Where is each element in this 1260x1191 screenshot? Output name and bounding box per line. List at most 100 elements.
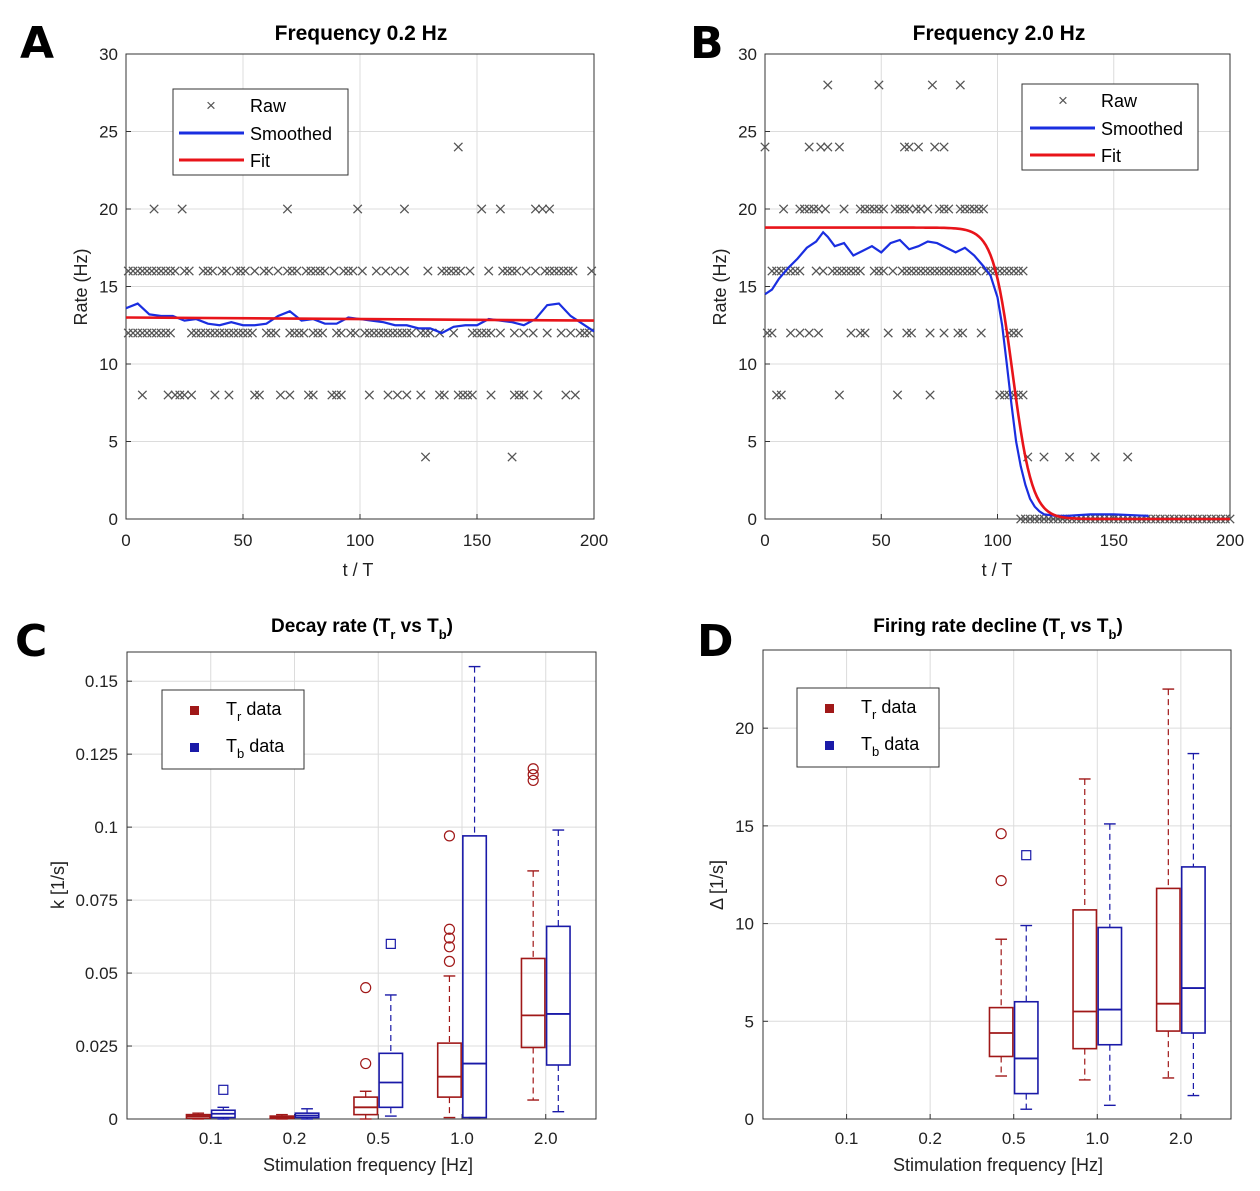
raw-point: [904, 142, 914, 152]
raw-point: [579, 328, 590, 338]
box-tb: [294, 1108, 320, 1120]
panel-b-xlabel: t / T: [982, 560, 1013, 580]
raw-point: [1090, 452, 1100, 462]
raw-point: [331, 328, 342, 338]
legend-tb-marker: [190, 743, 199, 752]
raw-point: [477, 328, 487, 338]
raw-point: [892, 390, 903, 400]
raw-point: [149, 204, 159, 214]
box-iqr: [1072, 909, 1098, 1050]
raw-point: [855, 328, 865, 338]
raw-point: [282, 266, 293, 276]
raw-point: [813, 328, 824, 338]
legend-smoothed-label: Smoothed: [1101, 119, 1183, 139]
panel-c-title: Decay rate (Tr vs Tb): [271, 616, 453, 642]
raw-point: [336, 390, 346, 400]
raw-point: [1039, 452, 1049, 462]
raw-point: [327, 390, 337, 400]
raw-point: [357, 266, 367, 276]
tick-label-y: 10: [99, 355, 118, 374]
raw-point: [392, 390, 403, 400]
raw-point: [771, 390, 782, 400]
raw-point: [498, 266, 508, 276]
raw-point: [397, 328, 407, 338]
tick-label-y: 5: [748, 433, 757, 452]
tick-label-y: 0.1: [94, 818, 118, 837]
legend-tb-main: T: [861, 734, 872, 754]
raw-point: [360, 328, 370, 338]
raw-point: [228, 328, 239, 338]
raw-point: [999, 390, 1010, 400]
legend-fit-label: Fit: [250, 151, 270, 171]
raw-point: [147, 266, 157, 276]
raw-point: [416, 328, 426, 338]
box-tb: [1180, 752, 1206, 1097]
raw-point: [823, 142, 833, 152]
raw-point: [240, 266, 250, 276]
raw-point: [883, 328, 893, 338]
tick-label-y: 15: [738, 278, 757, 297]
tick-label-y: 25: [99, 123, 118, 142]
box-iqr: [353, 1096, 379, 1116]
raw-point: [308, 328, 318, 338]
raw-point: [446, 266, 456, 276]
raw-point: [878, 266, 889, 276]
box-tb: [462, 665, 488, 1119]
raw-point: [811, 266, 821, 276]
raw-point: [1064, 452, 1075, 462]
raw-point: [563, 266, 573, 276]
raw-point: [142, 266, 152, 276]
box-tr: [1155, 688, 1181, 1079]
raw-point: [1034, 514, 1045, 524]
legend-tr-sub: r: [237, 709, 242, 724]
outlier-point: [218, 1084, 229, 1095]
raw-point: [902, 266, 912, 276]
raw-point: [137, 328, 148, 338]
raw-point: [250, 266, 260, 276]
raw-point: [760, 142, 770, 152]
raw-point: [927, 80, 938, 90]
raw-point: [904, 204, 914, 214]
raw-point: [151, 266, 162, 276]
raw-point: [161, 266, 171, 276]
tick-label-y: 30: [738, 45, 757, 64]
raw-point: [934, 204, 945, 214]
tick-label-y: 0.15: [85, 672, 118, 691]
raw-point: [170, 266, 180, 276]
plot-frame: [762, 649, 1232, 1120]
raw-point: [416, 390, 426, 400]
tick-label-x: 150: [1100, 531, 1128, 550]
panel-c-plot: 0.1 0.2 0.5 1.0 2.0 0 0.025 0.05 0.075 0.1 0.125 0.…: [75, 651, 597, 1148]
raw-point: [549, 266, 559, 276]
raw-point: [142, 328, 152, 338]
raw-point: [565, 328, 576, 338]
raw-point: [343, 266, 353, 276]
tick-label-x: 0.1: [199, 1129, 223, 1148]
raw-point: [561, 390, 571, 400]
tick-label-x: 0.2: [283, 1129, 307, 1148]
raw-point: [364, 328, 375, 338]
raw-point: [1004, 390, 1014, 400]
raw-point: [978, 204, 989, 214]
raw-point: [955, 204, 965, 214]
raw-point: [813, 204, 824, 214]
outlier-point: [995, 874, 1007, 887]
raw-point: [495, 204, 506, 214]
raw-point: [196, 328, 206, 338]
legend-tr-label: Tr data: [861, 697, 917, 722]
raw-point: [191, 328, 201, 338]
raw-point: [869, 266, 879, 276]
raw-point: [985, 266, 996, 276]
raw-point: [799, 204, 810, 214]
tick-label-y: 10: [735, 915, 754, 934]
raw-point: [544, 266, 555, 276]
raw-point: [266, 328, 276, 338]
raw-point: [939, 266, 949, 276]
tick-label-x: 2.0: [1169, 1129, 1193, 1148]
raw-point: [878, 204, 889, 214]
raw-point: [165, 266, 176, 276]
legend-tb-marker: [825, 741, 834, 750]
raw-point: [960, 204, 970, 214]
raw-point: [264, 266, 274, 276]
panel-c-legend-box: [161, 689, 305, 770]
